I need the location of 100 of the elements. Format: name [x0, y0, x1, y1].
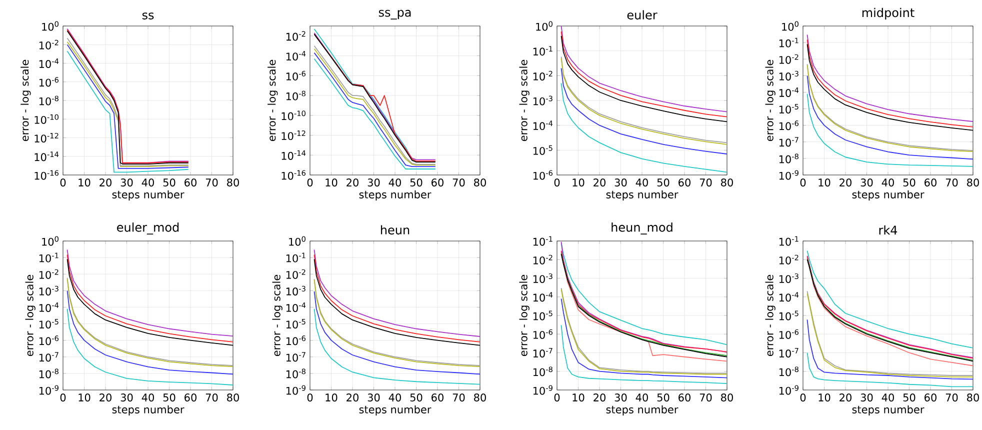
x-axis-title: steps number [606, 190, 678, 200]
y-tick-label: 10$^{-6}$ [779, 120, 799, 130]
y-tick-label: 10$^{-5}$ [533, 310, 552, 320]
x-tick-label: 50 [903, 178, 916, 186]
y-tick-label: 10$^{-2}$ [779, 254, 798, 264]
x-tick-label: 10 [818, 178, 830, 186]
y-tick-label: 10$^{0}$ [42, 21, 58, 31]
x-tick-label: 60 [678, 178, 690, 186]
x-tick-label: 10 [818, 394, 830, 402]
chart-title: euler [627, 10, 658, 20]
y-tick-label: 10$^{-8}$ [39, 96, 58, 106]
y-axis-title: error - log scale [25, 274, 36, 356]
x-tick-label: 30 [120, 394, 133, 402]
y-tick-label: 10$^{-6}$ [39, 77, 59, 87]
line-series [806, 352, 973, 388]
y-tick-label: 10$^{0}$ [536, 21, 552, 31]
y-tick-label: 10$^{-1}$ [286, 252, 306, 262]
y-tick-label: 10$^{-3}$ [286, 286, 306, 296]
x-tick-label: 50 [410, 394, 422, 402]
y-tick-label: 10$^{-12}$ [282, 130, 306, 140]
y-tick-label: 10$^{-1}$ [779, 38, 798, 48]
x-tick-label: 60 [432, 394, 444, 402]
chart-title: heun [380, 225, 410, 234]
y-tick-label: 10$^{-7}$ [533, 348, 552, 358]
x-tick-label: 20 [840, 178, 852, 186]
x-tick-label: 70 [700, 178, 712, 186]
chart-title: rk4 [879, 225, 898, 234]
x-tick-label: 50 [410, 178, 422, 186]
line-series [806, 319, 973, 380]
y-axis-title: error - log scale [268, 60, 278, 142]
chart-title: ss [142, 12, 154, 20]
x-tick-label: 60 [184, 394, 196, 402]
y-tick-label: 10$^{-3}$ [779, 70, 798, 80]
x-tick-label: 80 [721, 394, 733, 402]
y-axis-title: error - log scale [519, 60, 530, 142]
x-tick-label: 40 [636, 394, 648, 402]
y-tick-label: 10$^{-6}$ [286, 336, 306, 346]
x-axis-title: steps number [359, 190, 432, 200]
x-tick-label: 10 [78, 178, 90, 186]
y-tick-label: 10$^{0}$ [289, 236, 306, 246]
x-tick-label: 20 [840, 394, 852, 402]
x-tick-label: 20 [100, 178, 112, 186]
x-tick-label: 80 [474, 394, 486, 402]
y-tick-label: 10$^{-2}$ [286, 269, 306, 279]
x-tick-label: 20 [346, 178, 358, 186]
x-tick-label: 40 [388, 394, 401, 402]
y-tick-label: 10$^{-1}$ [779, 236, 798, 246]
y-tick-label: 10$^{-8}$ [779, 366, 798, 376]
x-tick-label: 80 [967, 178, 979, 186]
y-tick-label: 10$^{-2}$ [533, 254, 552, 264]
y-tick-label: 10$^{-5}$ [286, 319, 306, 329]
line-series [314, 290, 480, 375]
x-tick-label: 40 [388, 178, 401, 186]
y-tick-label: 10$^{-4}$ [286, 51, 306, 61]
x-tick-label: 20 [594, 394, 606, 402]
x-tick-label: 20 [346, 394, 358, 402]
x-axis-title: steps number [852, 190, 924, 200]
line-series [806, 93, 973, 167]
y-tick-label: 10$^{-4}$ [533, 292, 553, 302]
x-tick-label: 0 [800, 178, 806, 186]
y-tick-label: 10$^{-7}$ [779, 348, 798, 358]
x-tick-label: 0 [60, 394, 66, 402]
x-tick-label: 70 [700, 394, 712, 402]
x-axis-title: steps number [852, 405, 924, 416]
y-tick-label: 10$^{-2}$ [286, 31, 306, 41]
x-tick-label: 0 [307, 178, 313, 186]
x-tick-label: 0 [800, 394, 806, 402]
x-tick-label: 10 [326, 394, 338, 402]
y-tick-label: 10$^{-6}$ [779, 329, 799, 339]
y-tick-label: 10$^{-1}$ [39, 252, 58, 262]
y-tick-label: 10$^{-3}$ [779, 273, 798, 284]
x-tick-label: 30 [368, 394, 380, 402]
x-tick-label: 10 [326, 178, 338, 186]
y-tick-label: 10$^{-1}$ [533, 46, 552, 56]
y-tick-label: 10$^{-7}$ [286, 352, 306, 362]
x-tick-label: 0 [554, 394, 560, 402]
y-tick-label: 10$^{-16}$ [34, 170, 59, 180]
y-tick-label: 10$^{-7}$ [779, 137, 798, 147]
x-tick-label: 50 [903, 394, 916, 402]
line-series [560, 324, 727, 384]
x-tick-label: 80 [227, 178, 239, 186]
y-tick-label: 10$^{-8}$ [779, 154, 798, 164]
y-axis-title: error - log scale [519, 274, 530, 356]
chart-title: heun_mod [612, 222, 672, 234]
x-axis-title: steps number [606, 405, 678, 416]
x-tick-label: 10 [572, 178, 584, 186]
y-tick-label: 10$^{-12}$ [34, 132, 58, 143]
line-series [314, 308, 480, 385]
x-axis-title: steps number [112, 190, 184, 200]
line-series [560, 82, 727, 173]
line-series [66, 290, 234, 375]
y-axis-title: error - log scale [765, 274, 776, 356]
y-tick-label: 10$^{-2}$ [39, 40, 58, 50]
y-tick-label: 10$^{-8}$ [39, 368, 58, 378]
y-tick-label: 10$^{-4}$ [39, 302, 59, 312]
y-tick-label: 10$^{-2}$ [533, 70, 552, 80]
y-tick-label: 10$^{-5}$ [39, 319, 58, 329]
y-tick-label: 10$^{-8}$ [286, 90, 306, 100]
x-tick-label: 30 [860, 394, 873, 402]
chart-title: ss_pa [378, 10, 411, 20]
